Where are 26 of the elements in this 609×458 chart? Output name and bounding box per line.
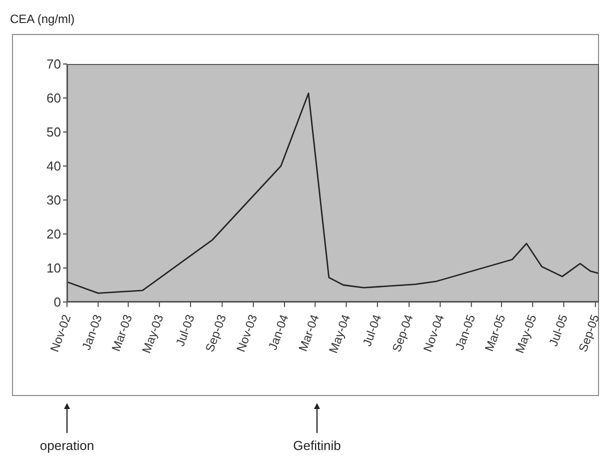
annotation: operation — [38, 438, 96, 453]
y-tick-label: 20 — [46, 226, 61, 242]
x-tick-label: Jul-04 — [360, 312, 384, 348]
x-tick-label: Jan-05 — [452, 312, 478, 352]
y-tick-label: 60 — [46, 90, 61, 106]
x-tick-label: Sep-03 — [202, 312, 230, 354]
y-tick-label: 30 — [46, 192, 61, 208]
x-tick-label: Jan-03 — [79, 312, 106, 352]
x-tick-label: Sep-04 — [389, 312, 416, 354]
x-tick-label: Jul-03 — [172, 312, 198, 348]
x-tick-label: Mar-04 — [296, 312, 322, 354]
line-series — [67, 92, 599, 294]
y-tick-label: 10 — [46, 260, 61, 276]
x-tick-label: Mar-03 — [108, 312, 136, 354]
x-tick-label: Nov-04 — [420, 312, 448, 354]
y-tick-label: 40 — [46, 158, 61, 174]
y-tick-label: 50 — [46, 124, 61, 140]
x-tick-label: Jan-04 — [266, 312, 292, 352]
x-tick-label: Sep-05 — [576, 312, 602, 354]
y-tick-label: 0 — [54, 294, 61, 310]
x-tick-label: Mar-05 — [482, 312, 508, 354]
x-tick-label: Nov-03 — [234, 312, 260, 354]
text: Gefitinib — [292, 438, 342, 453]
y-tick-label: 70 — [46, 56, 61, 72]
x-tick-label: Jul-05 — [546, 312, 571, 348]
y-axis-title: CEA (ng/ml) — [10, 12, 75, 26]
